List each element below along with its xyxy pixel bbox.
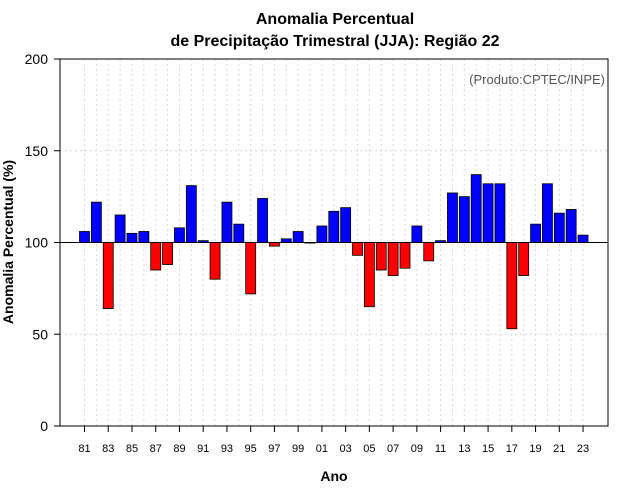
x-tick-label: 21 <box>553 443 565 455</box>
x-tick-label: 83 <box>102 443 114 455</box>
y-axis-label: Anomalia Percentual (%) <box>0 160 16 324</box>
bar-2009 <box>411 225 423 243</box>
bar-1999 <box>292 231 304 243</box>
x-tick-label: 15 <box>482 443 494 455</box>
bars <box>79 174 589 330</box>
annotation-source: (Produto:CPTEC/INPE) <box>469 72 605 87</box>
bar-1992 <box>209 242 221 280</box>
x-axis: 81 83 85 87 89 91 93 95 97 99 01 03 05 07 09 11 13 15 17 19… <box>78 426 589 455</box>
chart-title-line-2: de Precipitação Trimestral (JJA): Região… <box>170 33 499 50</box>
bar-1981 <box>79 231 90 243</box>
bar-2005 <box>363 242 375 308</box>
x-tick-label: 23 <box>577 443 589 455</box>
y-tick-label: 50 <box>32 326 48 342</box>
bar-2007 <box>387 242 399 276</box>
x-tick-label: 19 <box>529 443 541 455</box>
x-tick-label: 97 <box>268 443 280 455</box>
bar-2013 <box>458 196 470 243</box>
bar-2023 <box>577 234 589 243</box>
x-tick-label: 91 <box>197 443 209 455</box>
bar-2001 <box>316 225 328 243</box>
bar-2022 <box>565 209 577 243</box>
bar-2010 <box>423 242 435 262</box>
x-tick-label: 03 <box>340 443 352 455</box>
bar-1982 <box>90 201 102 243</box>
bar-2004 <box>352 242 363 256</box>
x-tick-label: 99 <box>292 443 304 455</box>
bar-1993 <box>221 201 233 243</box>
x-tick-label: 01 <box>316 443 328 455</box>
bar-2014 <box>470 174 482 243</box>
x-tick-label: 13 <box>458 443 470 455</box>
bar-1995 <box>245 242 257 295</box>
x-tick-label: 11 <box>435 443 446 455</box>
x-tick-label: 87 <box>150 443 162 455</box>
bar-2017 <box>506 242 518 330</box>
bar-1986 <box>138 231 150 243</box>
bar-2016 <box>494 183 506 243</box>
bar-2003 <box>340 207 352 243</box>
bar-2002 <box>328 210 340 243</box>
bar-1987 <box>150 242 162 271</box>
bar-2021 <box>553 212 565 243</box>
bar-2019 <box>530 223 541 243</box>
bar-2008 <box>399 242 411 269</box>
bar-1988 <box>162 242 173 265</box>
bar-2012 <box>447 192 458 243</box>
y-tick-label: 100 <box>25 235 49 251</box>
gridlines <box>60 59 608 426</box>
y-tick-label: 0 <box>40 418 48 434</box>
x-tick-label: 17 <box>506 443 518 455</box>
x-tick-label: 85 <box>126 443 138 455</box>
bar-2015 <box>482 183 494 243</box>
x-axis-label: Ano <box>320 468 347 484</box>
bar-2020 <box>542 183 553 243</box>
x-tick-label: 09 <box>411 443 423 455</box>
bar-1994 <box>233 223 245 243</box>
bar-1983 <box>102 242 114 309</box>
x-tick-label: 89 <box>173 443 185 455</box>
x-tick-label: 93 <box>221 443 233 455</box>
bar-1996 <box>257 198 268 243</box>
bar-1998 <box>280 238 292 243</box>
x-tick-label: 05 <box>363 443 375 455</box>
x-tick-label: 81 <box>78 443 90 455</box>
x-tick-label: 07 <box>387 443 399 455</box>
bar-2018 <box>518 242 530 276</box>
bar-1990 <box>185 185 197 243</box>
chart-title-line-1: Anomalia Percentual <box>256 11 414 28</box>
y-tick-label: 150 <box>25 143 49 159</box>
bar-1989 <box>174 227 185 243</box>
y-tick-label: 200 <box>25 51 49 67</box>
x-tick-label: 95 <box>245 443 257 455</box>
y-axis: 0 50 100 150 200 <box>25 51 60 434</box>
bar-1985 <box>126 232 138 243</box>
bar-1997 <box>269 242 280 247</box>
bar-2006 <box>375 242 387 271</box>
bar-1984 <box>114 214 126 243</box>
